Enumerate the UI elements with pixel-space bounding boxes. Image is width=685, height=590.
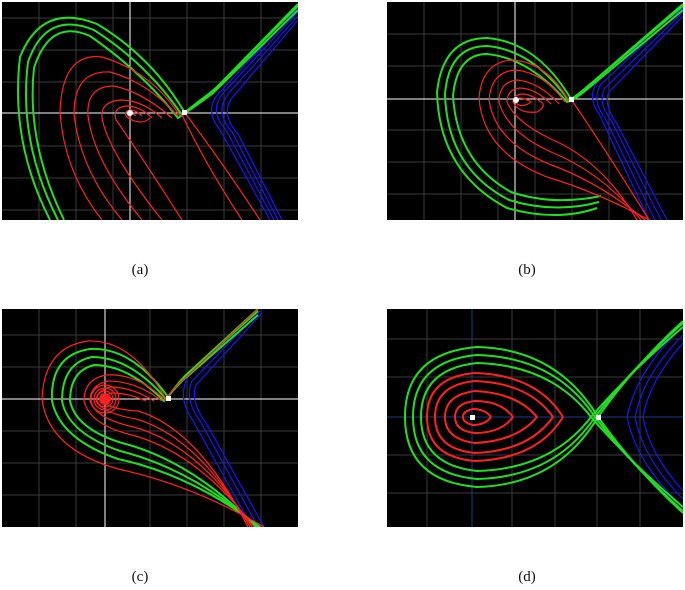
saddle-point: [182, 110, 187, 115]
saddle-point: [166, 396, 171, 401]
phase-portrait-c: [2, 309, 298, 527]
inside-orbits: [478, 59, 650, 220]
saddle-point: [596, 415, 601, 420]
outside-orbits: [591, 3, 683, 220]
phase-portrait-b-svg: [387, 2, 683, 220]
inside-orbits: [425, 371, 564, 463]
inside-orbits: [59, 56, 261, 220]
saddle-point: [569, 97, 574, 102]
phase-portrait-d-svg: [387, 309, 683, 527]
outside-orbits: [626, 326, 683, 508]
outside-orbits: [210, 7, 298, 220]
caption-a: (a): [131, 262, 149, 278]
caption-b: (b): [518, 262, 536, 278]
phase-portrait-a: [2, 2, 298, 220]
center-point: [470, 415, 475, 420]
phase-portrait-b: [387, 2, 683, 220]
focus-point: [513, 97, 519, 103]
focus-point: [127, 110, 133, 116]
grid: [2, 2, 298, 220]
caption-d: (d): [518, 569, 536, 585]
phase-portrait-c-svg: [2, 309, 298, 527]
focus-point: [99, 393, 111, 405]
phase-portrait-a-svg: [2, 2, 298, 220]
caption-c: (c): [131, 569, 149, 585]
phase-portrait-d: [387, 309, 683, 527]
